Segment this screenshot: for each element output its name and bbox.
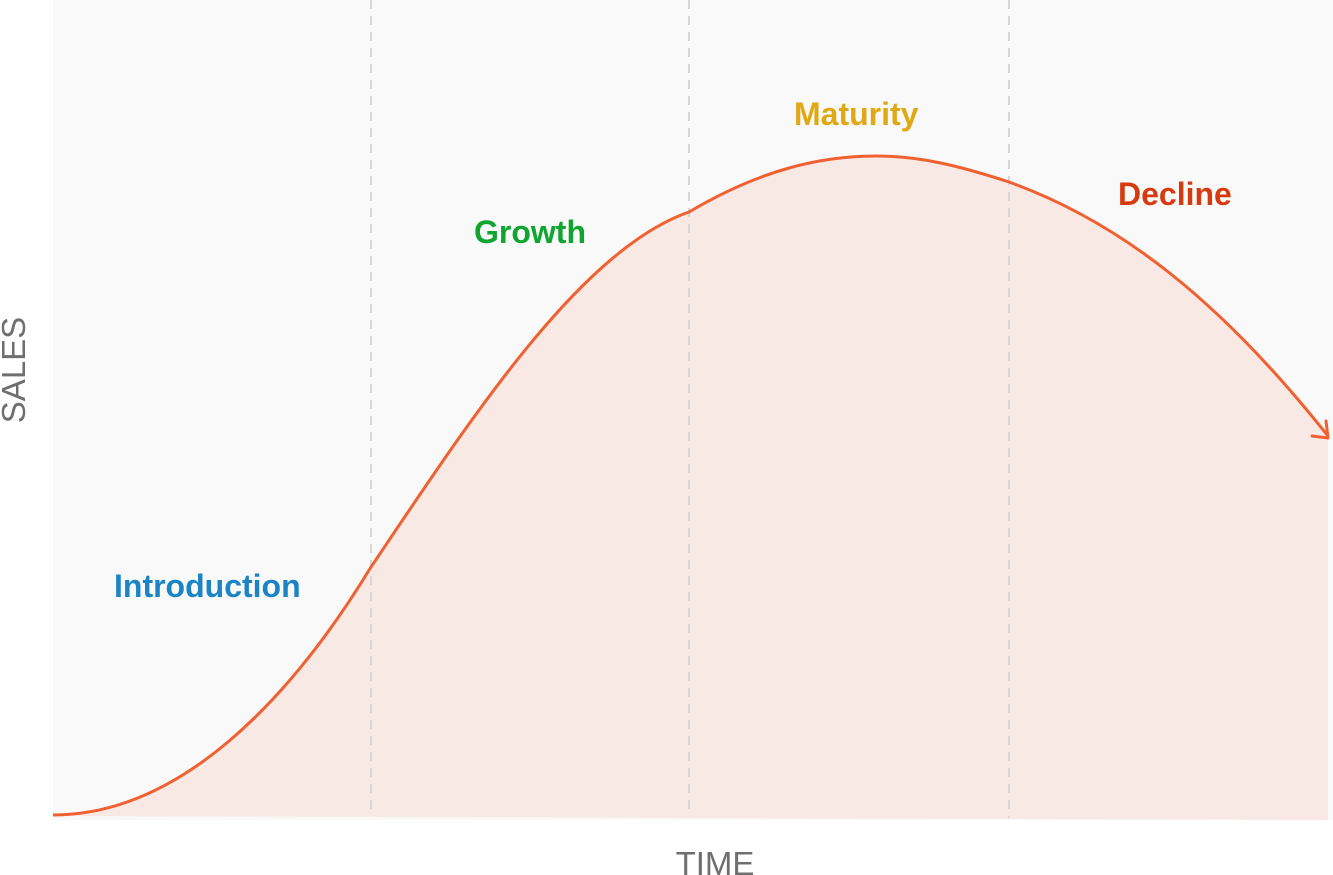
stage-label-maturity: Maturity <box>794 96 919 132</box>
curve-arrowhead-icon <box>1310 419 1330 440</box>
x-axis-label: TIME <box>676 845 755 875</box>
sales-curve <box>52 154 1330 817</box>
stage-label-decline: Decline <box>1118 176 1232 212</box>
stage-label-introduction: Introduction <box>114 568 301 604</box>
y-axis-label: SALES <box>0 317 32 423</box>
stage-label-growth: Growth <box>474 214 586 250</box>
